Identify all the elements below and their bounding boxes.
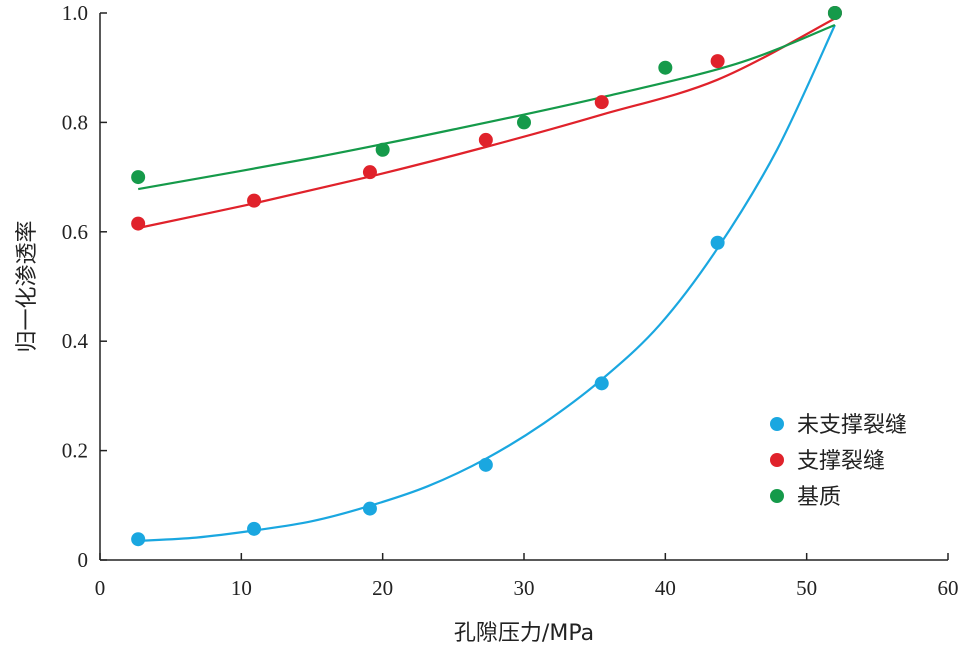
data-point: [247, 521, 262, 536]
y-tick-label: 0.2: [62, 439, 88, 463]
legend-marker: [770, 417, 784, 431]
data-points: [131, 6, 842, 547]
x-axis-label: 孔隙压力/MPa: [454, 621, 594, 646]
y-axis-label: 归一化渗透率: [15, 220, 40, 352]
legend-marker: [770, 489, 784, 503]
fit-line: [138, 24, 836, 542]
y-tick-label: 0.6: [62, 220, 88, 244]
legend-label: 未支撑裂缝: [797, 413, 907, 438]
x-tick-label: 60: [938, 576, 959, 600]
data-point: [478, 457, 493, 472]
data-point: [362, 501, 377, 516]
legend-marker: [770, 453, 784, 467]
y-tick-label: 0.4: [62, 329, 89, 353]
data-point: [362, 165, 377, 180]
data-point: [131, 532, 146, 547]
x-tick-label: 40: [655, 576, 676, 600]
x-tick-label: 20: [372, 576, 393, 600]
data-point: [478, 132, 493, 147]
data-point: [658, 60, 673, 75]
data-point: [827, 6, 842, 20]
y-tick-label: 1.0: [62, 1, 88, 25]
data-point: [247, 193, 262, 208]
fit-line: [138, 23, 836, 191]
data-point: [594, 95, 609, 110]
y-tick-label: 0: [78, 548, 89, 572]
data-point: [710, 54, 725, 69]
data-point: [375, 142, 390, 157]
x-tick-label: 0: [95, 576, 106, 600]
y-ticks: 0 0.2 0.4 0.6 0.8 1.0: [62, 1, 107, 572]
data-point: [594, 376, 609, 391]
x-tick-label: 50: [796, 576, 817, 600]
legend-label: 基质: [797, 485, 841, 510]
data-point: [131, 216, 146, 231]
x-tick-label: 30: [514, 576, 535, 600]
x-ticks: 0 10 20 30 40 50 60: [95, 553, 959, 600]
axes: [99, 13, 948, 561]
data-point: [517, 115, 531, 130]
x-tick-label: 10: [231, 576, 252, 600]
legend-label: 支撑裂缝: [797, 449, 885, 474]
data-point: [710, 235, 725, 250]
y-tick-label: 0.8: [62, 110, 88, 134]
data-point: [131, 170, 146, 185]
